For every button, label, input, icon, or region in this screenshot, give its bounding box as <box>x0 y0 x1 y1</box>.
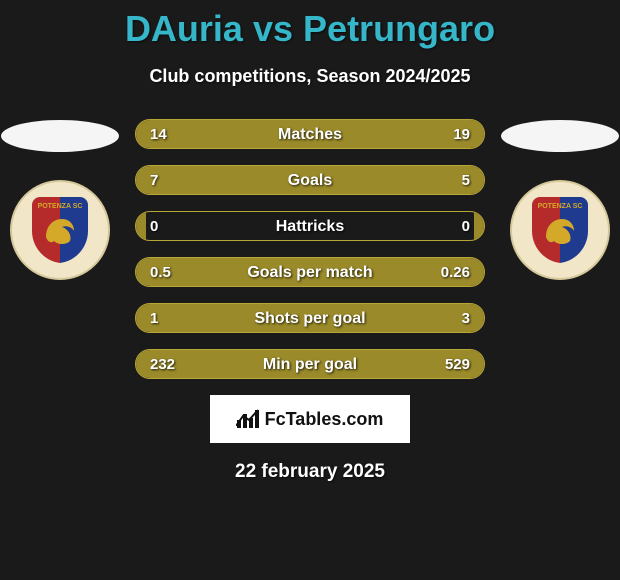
stat-value-a: 1 <box>150 304 158 333</box>
stat-row: Shots per goal1 3 <box>135 303 485 333</box>
stat-value-b: 19 <box>453 120 470 149</box>
shield-icon: POTENZA SC <box>32 197 88 263</box>
player-a-name: DAuria <box>125 8 243 49</box>
page-title: DAuria vs Petrungaro <box>0 0 620 50</box>
date-label: 22 february 2025 <box>0 461 620 483</box>
player-b-pill <box>501 120 619 152</box>
stat-value-b: 0.26 <box>441 258 470 287</box>
svg-text:POTENZA SC: POTENZA SC <box>538 203 583 210</box>
stat-value-a: 232 <box>150 350 175 379</box>
stat-value-b: 5 <box>462 166 470 195</box>
svg-text:POTENZA SC: POTENZA SC <box>38 203 83 210</box>
stat-row: Matches14 19 <box>135 119 485 149</box>
stat-value-a: 0 <box>150 212 158 241</box>
player-b-name: Petrungaro <box>303 8 495 49</box>
stat-value-b: 3 <box>462 304 470 333</box>
stat-row: Hattricks0 0 <box>135 211 485 241</box>
stat-value-b: 529 <box>445 350 470 379</box>
watermark-text: FcTables.com <box>265 409 384 430</box>
shield-icon: POTENZA SC <box>532 197 588 263</box>
stat-label: Hattricks <box>136 212 484 241</box>
stat-value-a: 0.5 <box>150 258 171 287</box>
stat-label: Goals per match <box>136 258 484 287</box>
player-a-crest: POTENZA SC <box>10 180 110 280</box>
comparison-infographic: DAuria vs Petrungaro Club competitions, … <box>0 0 620 580</box>
subtitle: Club competitions, Season 2024/2025 <box>0 66 620 87</box>
stat-label: Shots per goal <box>136 304 484 333</box>
stats-block: Matches14 19 Goals7 5 Hattricks0 0 Goals per m… <box>135 119 485 379</box>
vs-label: vs <box>253 8 303 49</box>
stat-value-a: 14 <box>150 120 167 149</box>
stat-row: Min per goal232 529 <box>135 349 485 379</box>
stat-row: Goals per match0.5 0.26 <box>135 257 485 287</box>
player-b-column: POTENZA SC <box>500 120 620 280</box>
player-a-pill <box>1 120 119 152</box>
stat-value-a: 7 <box>150 166 158 195</box>
player-a-column: POTENZA SC <box>0 120 120 280</box>
player-b-crest: POTENZA SC <box>510 180 610 280</box>
stat-row: Goals7 5 <box>135 165 485 195</box>
stat-value-b: 0 <box>462 212 470 241</box>
bar-chart-icon <box>237 410 259 428</box>
stat-label: Min per goal <box>136 350 484 379</box>
stat-label: Matches <box>136 120 484 149</box>
stat-label: Goals <box>136 166 484 195</box>
watermark: FcTables.com <box>210 395 410 443</box>
